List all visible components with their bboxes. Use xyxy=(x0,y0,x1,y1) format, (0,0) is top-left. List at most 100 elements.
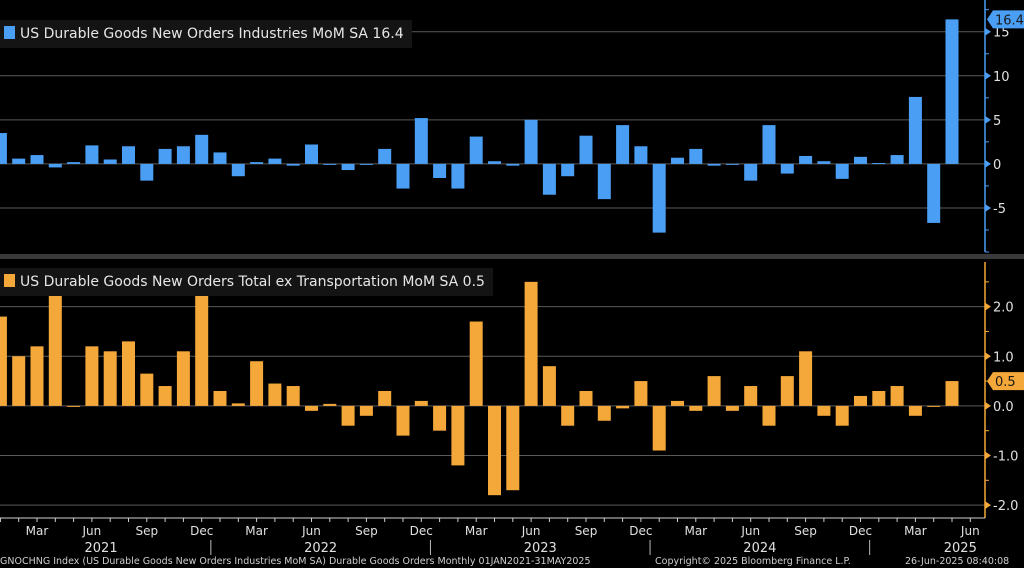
bar xyxy=(817,161,831,164)
bar xyxy=(872,390,886,406)
bar xyxy=(378,390,392,406)
bar xyxy=(341,405,355,426)
x-tick-label: Jun xyxy=(82,524,102,538)
bar xyxy=(12,356,26,406)
bar xyxy=(103,351,117,406)
bar xyxy=(579,135,593,164)
bar xyxy=(250,361,264,406)
bar xyxy=(671,157,684,164)
x-tick-label: Mar xyxy=(26,524,49,538)
bar xyxy=(195,286,209,406)
bar xyxy=(506,405,520,491)
bar xyxy=(908,405,922,416)
bar xyxy=(469,321,483,406)
bar xyxy=(506,163,520,166)
bar xyxy=(799,155,813,164)
bar xyxy=(231,403,245,406)
bar xyxy=(286,163,300,166)
bar xyxy=(707,376,721,406)
bar xyxy=(231,163,245,177)
bar xyxy=(213,152,227,164)
bar xyxy=(890,386,904,406)
bar xyxy=(689,405,703,411)
bar xyxy=(945,381,959,406)
bar xyxy=(213,390,227,406)
bar xyxy=(30,346,44,406)
bar xyxy=(67,405,81,407)
y-tick-label: 15 xyxy=(993,26,1010,41)
bar xyxy=(597,405,611,421)
bar xyxy=(597,163,611,200)
footer-timestamp: 26-Jun-2025 08:40:08 xyxy=(905,556,1010,567)
footer-source: GNOCHNG Index (US Durable Goods New Orde… xyxy=(0,556,591,567)
last-value-label: 16.4 xyxy=(995,13,1024,28)
x-year-label: 2021 xyxy=(85,541,118,556)
bar xyxy=(488,161,501,164)
x-tick-label: Dec xyxy=(410,524,433,538)
x-year-label: 2023 xyxy=(524,541,557,556)
bar xyxy=(48,291,62,406)
x-tick-label: Jun xyxy=(521,524,541,538)
bar xyxy=(542,163,556,195)
bar xyxy=(396,163,410,189)
bar xyxy=(762,125,776,164)
bar xyxy=(85,145,99,164)
bar xyxy=(67,162,81,164)
legend-top-label: US Durable Goods New Orders Industries M… xyxy=(20,26,404,42)
bar xyxy=(908,96,922,164)
legend-bottom-label: US Durable Goods New Orders Total ex Tra… xyxy=(20,274,485,290)
bar xyxy=(707,163,721,166)
x-tick-label: Sep xyxy=(135,524,158,538)
x-tick-label: Dec xyxy=(849,524,872,538)
y-tick-label: -2.0 xyxy=(993,499,1018,514)
bar xyxy=(634,381,648,406)
bar xyxy=(927,163,941,223)
bar xyxy=(122,341,135,406)
y-tick-label: 5 xyxy=(993,114,1001,129)
bar xyxy=(451,405,465,466)
bar xyxy=(927,405,941,407)
bar xyxy=(652,163,666,233)
bar xyxy=(579,390,593,406)
bar xyxy=(762,405,776,426)
bar xyxy=(0,316,7,406)
bar xyxy=(488,405,501,496)
bar xyxy=(176,146,190,164)
bar xyxy=(854,156,867,164)
bar xyxy=(634,146,648,164)
bar xyxy=(561,405,575,426)
x-tick-label: Sep xyxy=(575,524,598,538)
bar xyxy=(835,163,849,179)
y-tick-label: -1.0 xyxy=(993,449,1018,464)
bar xyxy=(341,163,355,171)
bar xyxy=(195,134,209,164)
x-tick-label: Dec xyxy=(629,524,652,538)
bar xyxy=(689,148,703,164)
y-tick-label: 0 xyxy=(993,158,1001,173)
bar xyxy=(250,162,264,164)
x-tick-label: Jun xyxy=(960,524,980,538)
bar xyxy=(616,125,630,164)
bar xyxy=(817,405,831,416)
bar xyxy=(140,373,154,406)
bar xyxy=(122,146,135,164)
bar xyxy=(945,19,959,164)
bar xyxy=(359,405,373,416)
x-tick-label: Dec xyxy=(190,524,213,538)
bar xyxy=(323,163,337,165)
bar xyxy=(780,376,794,406)
bar xyxy=(48,163,62,168)
y-tick-label: 10 xyxy=(993,70,1010,85)
bar xyxy=(0,133,7,164)
bar xyxy=(744,163,758,181)
footer-copyright: Copyright© 2025 Bloomberg Finance L.P. xyxy=(655,556,851,567)
bar xyxy=(433,405,447,431)
bar xyxy=(323,403,337,406)
x-tick-label: Jun xyxy=(740,524,760,538)
bar xyxy=(542,366,556,406)
legend-bottom: US Durable Goods New Orders Total ex Tra… xyxy=(0,268,493,296)
y-tick-label: 0.0 xyxy=(993,400,1014,415)
bar xyxy=(268,158,282,164)
bar xyxy=(890,155,904,164)
bar xyxy=(469,136,483,164)
